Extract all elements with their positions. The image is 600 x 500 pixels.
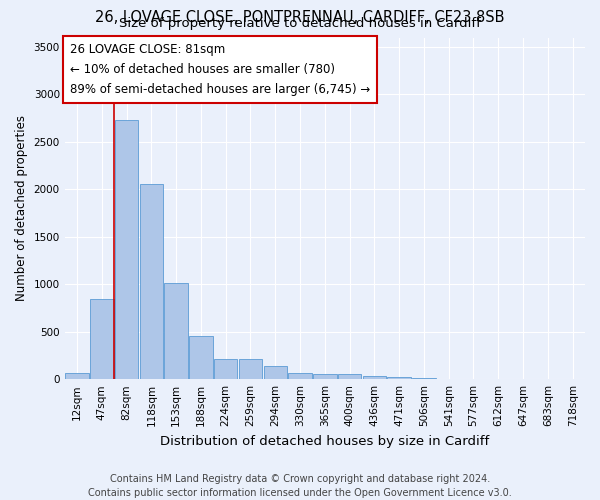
Text: 26, LOVAGE CLOSE, PONTPRENNAU, CARDIFF, CF23 8SB: 26, LOVAGE CLOSE, PONTPRENNAU, CARDIFF, … — [95, 10, 505, 25]
Bar — [90, 298, 113, 379]
Bar — [338, 374, 361, 379]
Bar — [362, 376, 386, 379]
Bar — [313, 374, 337, 379]
Bar — [263, 366, 287, 379]
Bar — [388, 377, 411, 379]
X-axis label: Distribution of detached houses by size in Cardiff: Distribution of detached houses by size … — [160, 434, 490, 448]
Bar — [65, 374, 89, 379]
Y-axis label: Number of detached properties: Number of detached properties — [15, 116, 28, 302]
Bar — [164, 284, 188, 379]
Bar — [214, 359, 238, 379]
Bar — [412, 378, 436, 379]
Bar — [115, 120, 139, 379]
Text: 26 LOVAGE CLOSE: 81sqm
← 10% of detached houses are smaller (780)
89% of semi-de: 26 LOVAGE CLOSE: 81sqm ← 10% of detached… — [70, 42, 370, 96]
Bar — [140, 184, 163, 379]
Text: Size of property relative to detached houses in Cardiff: Size of property relative to detached ho… — [119, 18, 481, 30]
Text: Contains HM Land Registry data © Crown copyright and database right 2024.
Contai: Contains HM Land Registry data © Crown c… — [88, 474, 512, 498]
Bar — [239, 359, 262, 379]
Bar — [189, 336, 213, 379]
Bar — [288, 374, 312, 379]
